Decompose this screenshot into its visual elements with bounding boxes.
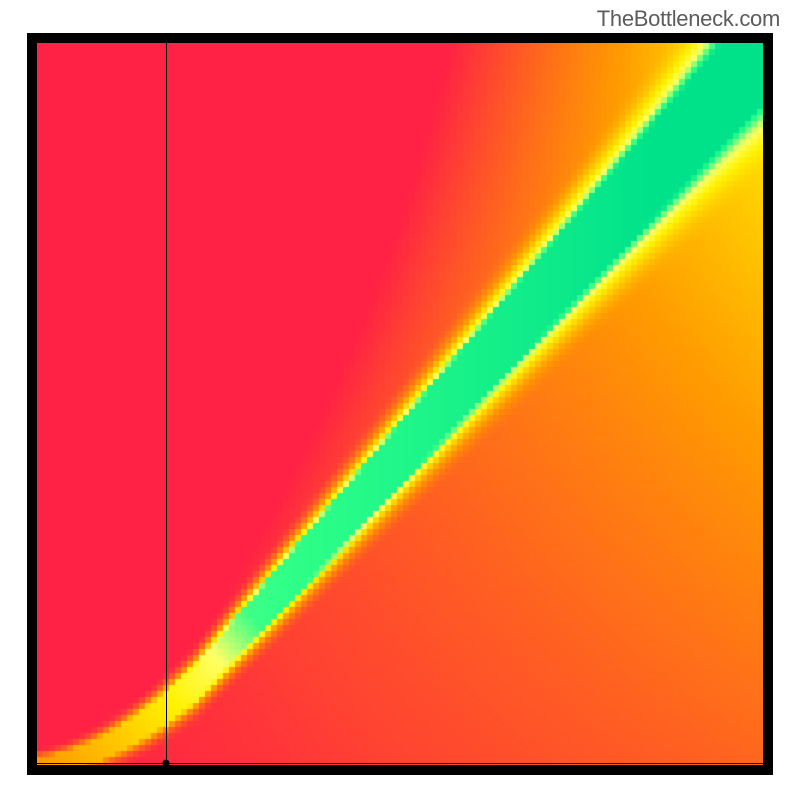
heatmap-canvas [37,43,763,765]
attribution-text: TheBottleneck.com [597,6,780,32]
crosshair-horizontal [37,763,763,764]
crosshair-marker [163,759,170,766]
crosshair-vertical [166,43,167,765]
chart-container: { "attribution": "TheBottleneck.com", "c… [0,0,800,800]
